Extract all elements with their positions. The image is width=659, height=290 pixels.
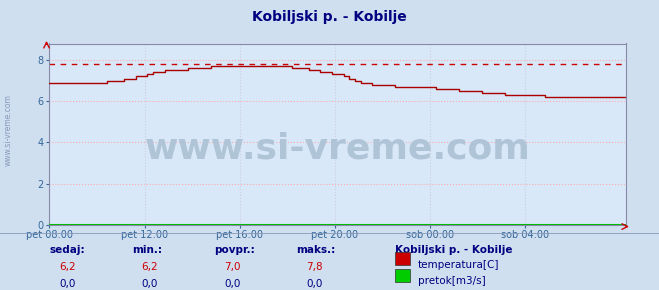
Text: www.si-vreme.com: www.si-vreme.com [145, 132, 530, 166]
Text: pretok[m3/s]: pretok[m3/s] [418, 276, 486, 286]
Text: 7,8: 7,8 [306, 262, 323, 272]
Text: 0,0: 0,0 [224, 279, 241, 289]
Text: povpr.:: povpr.: [214, 245, 255, 255]
Text: sedaj:: sedaj: [49, 245, 85, 255]
Text: 7,0: 7,0 [224, 262, 241, 272]
Text: min.:: min.: [132, 245, 162, 255]
Text: 6,2: 6,2 [142, 262, 158, 272]
Text: 0,0: 0,0 [142, 279, 158, 289]
Text: 0,0: 0,0 [306, 279, 323, 289]
Text: maks.:: maks.: [297, 245, 336, 255]
Text: Kobiljski p. - Kobilje: Kobiljski p. - Kobilje [252, 10, 407, 24]
Text: temperatura[C]: temperatura[C] [418, 260, 500, 269]
Text: 0,0: 0,0 [59, 279, 76, 289]
Text: www.si-vreme.com: www.si-vreme.com [3, 95, 13, 166]
Text: Kobiljski p. - Kobilje: Kobiljski p. - Kobilje [395, 245, 513, 255]
Text: 6,2: 6,2 [59, 262, 76, 272]
